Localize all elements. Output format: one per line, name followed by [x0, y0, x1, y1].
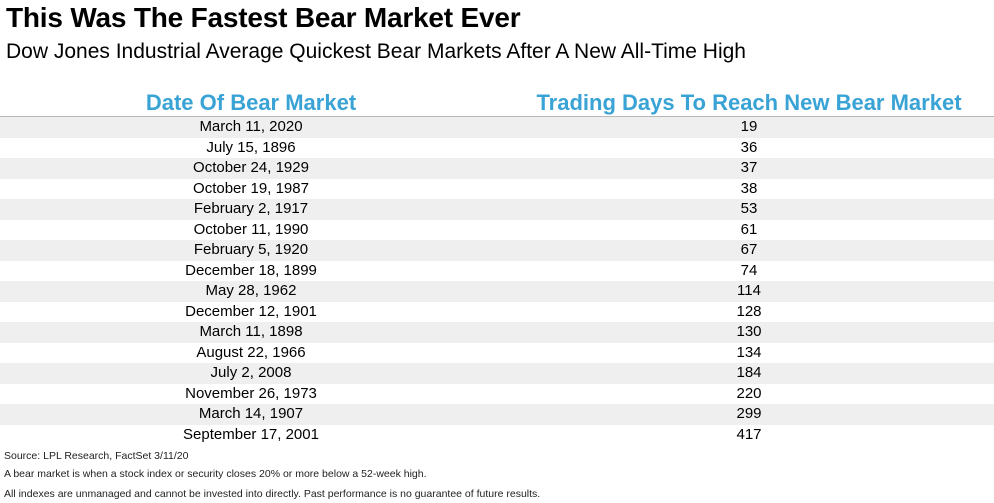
date-cell: December 12, 1901 — [185, 302, 317, 320]
trading-days-cell: 134 — [736, 343, 762, 361]
table-row: October 11, 1990 61 — [0, 220, 994, 241]
bear-market-table: Date Of Bear Market Trading Days To Reac… — [0, 88, 994, 445]
date-cell: July 2, 2008 — [210, 364, 292, 381]
trading-days-cell: 19 — [740, 118, 758, 135]
date-cell: September 17, 2001 — [183, 425, 319, 443]
table-row: February 2, 1917 53 — [0, 199, 994, 220]
table-row: May 28, 1962 114 — [0, 281, 994, 302]
date-cell: December 18, 1899 — [185, 261, 317, 279]
trading-days-cell: 114 — [737, 282, 761, 299]
date-cell: August 22, 1966 — [196, 343, 306, 361]
table-row: March 11, 2020 19 — [0, 117, 994, 138]
trading-days-cell: 61 — [740, 220, 758, 238]
date-cell: October 11, 1990 — [193, 220, 309, 238]
date-cell: February 2, 1917 — [193, 200, 309, 217]
table-row: December 18, 1899 74 — [0, 261, 994, 282]
trading-days-cell: 220 — [736, 384, 762, 402]
table-row: September 17, 2001 417 — [0, 425, 994, 446]
table-row: October 19, 1987 38 — [0, 179, 994, 200]
table-header: Date Of Bear Market Trading Days To Reac… — [0, 88, 994, 117]
table-row: November 26, 1973 220 — [0, 384, 994, 405]
trading-days-cell: 53 — [740, 200, 758, 217]
date-cell: October 24, 1929 — [193, 159, 309, 176]
table-row: February 5, 1920 67 — [0, 240, 994, 261]
trading-days-cell: 37 — [740, 159, 758, 176]
column-header-days: Trading Days To Reach New Bear Market — [536, 90, 962, 115]
definition-note: A bear market is when a stock index or s… — [4, 468, 427, 480]
table-row: March 14, 1907 299 — [0, 404, 994, 425]
table-row: July 15, 1896 36 — [0, 138, 994, 159]
source-note: Source: LPL Research, FactSet 3/11/20 — [4, 450, 189, 462]
trading-days-cell: 299 — [736, 405, 762, 422]
trading-days-cell: 417 — [736, 425, 762, 443]
table-row: August 22, 1966 134 — [0, 343, 994, 364]
trading-days-cell: 36 — [740, 138, 758, 156]
table-row: July 2, 2008 184 — [0, 363, 994, 384]
table-body: March 11, 2020 19 July 15, 1896 36 October 2… — [0, 117, 994, 445]
trading-days-cell: 74 — [740, 261, 758, 279]
column-header-date: Date Of Bear Market — [145, 90, 357, 115]
table-row: December 12, 1901 128 — [0, 302, 994, 323]
trading-days-cell: 128 — [736, 302, 762, 320]
date-cell: March 11, 2020 — [199, 118, 303, 135]
disclaimer-note: All indexes are unmanaged and cannot be … — [4, 488, 541, 500]
date-cell: October 19, 1987 — [193, 179, 309, 197]
trading-days-cell: 67 — [740, 241, 758, 258]
date-cell: March 14, 1907 — [198, 405, 304, 422]
table-row: October 24, 1929 37 — [0, 158, 994, 179]
trading-days-cell: 130 — [736, 323, 762, 340]
date-cell: February 5, 1920 — [193, 241, 309, 258]
chart-title: This Was The Fastest Bear Market Ever — [6, 2, 521, 33]
date-cell: November 26, 1973 — [185, 384, 317, 402]
chart-subtitle: Dow Jones Industrial Average Quickest Be… — [6, 40, 746, 63]
trading-days-cell: 38 — [740, 179, 758, 197]
date-cell: March 11, 1898 — [199, 323, 303, 340]
date-cell: July 15, 1896 — [206, 138, 296, 156]
trading-days-cell: 184 — [736, 364, 762, 381]
date-cell: May 28, 1962 — [205, 282, 297, 299]
table-row: March 11, 1898 130 — [0, 322, 994, 343]
